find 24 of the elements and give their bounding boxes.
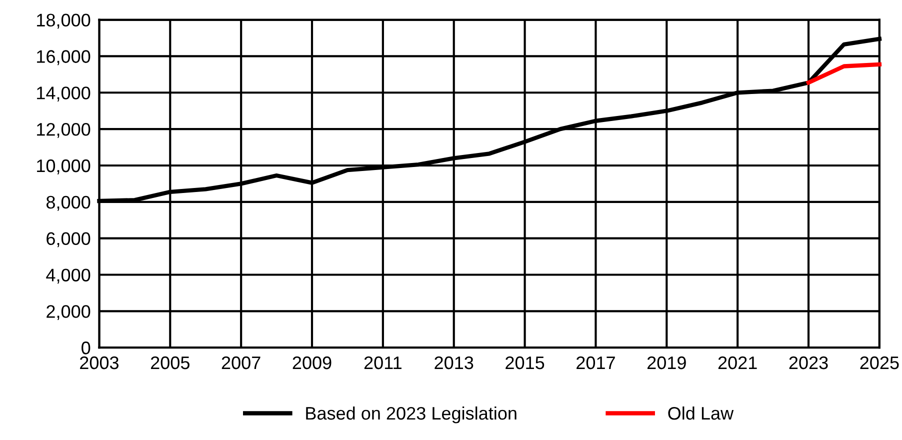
x-tick-label: 2023 <box>789 356 828 370</box>
legend-label: Old Law <box>668 406 734 420</box>
x-tick-label: 2013 <box>434 356 474 370</box>
y-tick-label: 4,000 <box>46 268 90 284</box>
x-tick-label: 2019 <box>647 356 686 370</box>
y-tick-label: 0 <box>82 342 90 354</box>
y-tick-label: 18,000 <box>37 14 90 29</box>
y-tick-label: 8,000 <box>46 196 90 211</box>
x-tick-label: 2007 <box>222 356 260 370</box>
y-tick-label: 2,000 <box>46 305 90 320</box>
x-tick-label: 2025 <box>860 356 899 370</box>
x-tick-label: 2015 <box>506 356 544 370</box>
x-tick-label: 2003 <box>80 356 119 370</box>
y-tick-label: 14,000 <box>37 86 90 102</box>
y-tick-label: 16,000 <box>37 50 90 66</box>
y-tick-label: 10,000 <box>37 159 90 174</box>
x-tick-label: 2005 <box>150 356 190 370</box>
y-tick-label: 6,000 <box>46 232 90 248</box>
x-tick-label: 2021 <box>718 356 757 370</box>
y-tick-label: 12,000 <box>37 123 90 138</box>
x-tick-label: 2017 <box>576 356 615 370</box>
x-tick-label: 2011 <box>364 356 402 370</box>
legend-label: Based on 2023 Legislation <box>306 406 516 424</box>
x-tick-label: 2009 <box>292 356 332 370</box>
